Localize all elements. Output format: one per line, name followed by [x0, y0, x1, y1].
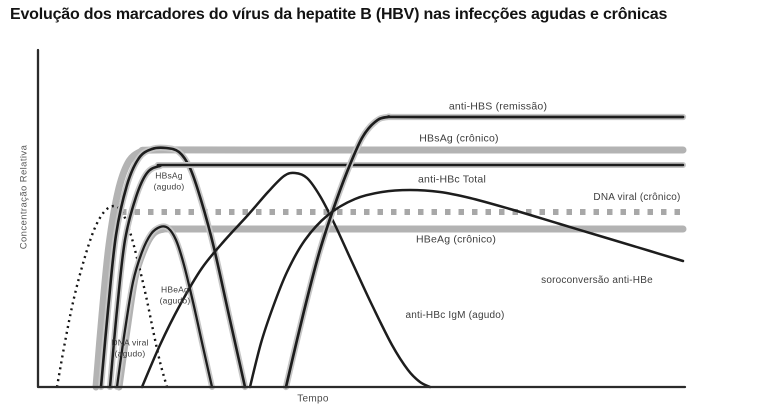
curve-label-anti-hbc-igm-agudo: anti-HBc IgM (agudo): [405, 309, 505, 321]
curve-label-soroconversao-anti-hbe: soroconversão anti-HBe: [541, 274, 653, 286]
series-hbeag-agudo: [115, 225, 214, 389]
curve-label-anti-hbc-total: anti-HBc Total: [418, 173, 486, 186]
curve-label-hbsag-agudo: HBsAg (agudo): [153, 170, 185, 191]
series-shadow-hbeag-agudo: [114, 223, 215, 390]
series-anti-hbs-remissao: [284, 115, 685, 389]
curve-label-dna-viral-agudo: DNA viral (agudo): [111, 337, 149, 358]
chart-title: Evolução dos marcadores do vírus da hepa…: [10, 6, 668, 23]
curve-label-anti-hbs-remissao: anti-HBS (remissão): [448, 100, 548, 113]
curve-label-hbsag-cronico: HBsAg (crônico): [419, 132, 499, 145]
series-shadow-anti-hbs-remissao: [282, 113, 687, 391]
curve-label-hbeag-cronico: HBeAg (crônico): [415, 233, 497, 246]
series-hbeag-cronico: [115, 225, 687, 391]
x-axis-label: Tempo: [297, 393, 329, 405]
series-soroconversao-anti-hbe: [248, 188, 685, 389]
series-anti-hbc-igm-agudo: [140, 171, 432, 389]
curve-label-dna-viral-cronico: DNA viral (crônico): [593, 191, 681, 203]
axis-lines: [36, 48, 687, 389]
series-anti-hbc-total: [108, 163, 685, 389]
curve-label-hbeag-agudo: HBeAg (agudo): [159, 284, 191, 305]
